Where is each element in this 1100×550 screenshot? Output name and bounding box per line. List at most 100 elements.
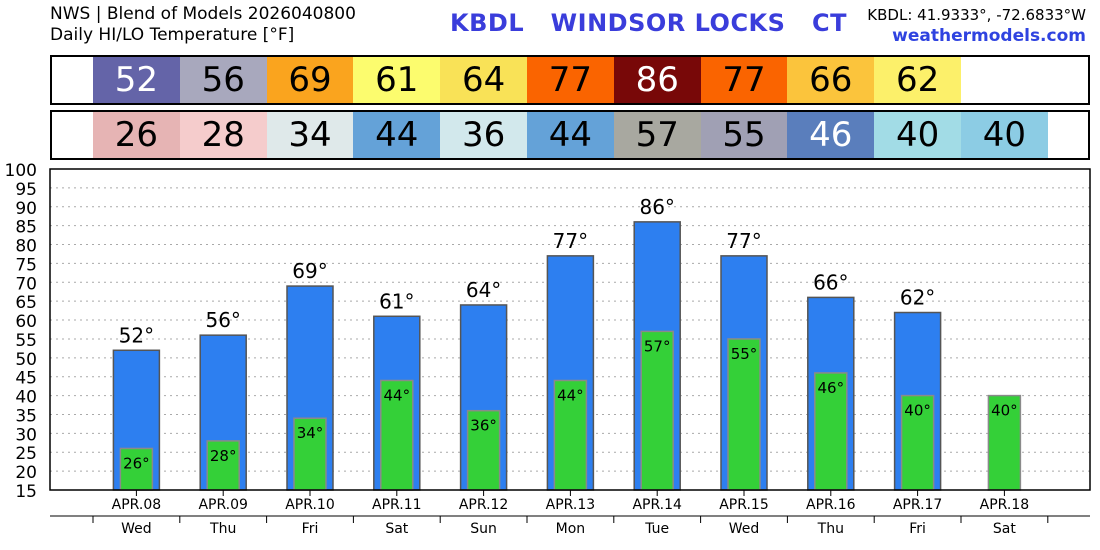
lo-strip-cell: 36 <box>440 112 527 158</box>
lo-strip-cell: 34 <box>266 112 354 158</box>
hi-strip-cell: 62 <box>874 57 961 103</box>
y-tick-label: 30 <box>15 425 37 445</box>
lo-bar <box>900 394 935 491</box>
model-run-label: NWS | Blend of Models 2026040800 <box>50 4 356 24</box>
hi-strip-cell: 77 <box>527 57 614 103</box>
y-tick-label: 25 <box>15 444 37 464</box>
hi-strip-cell: 56 <box>179 57 267 103</box>
x-weekday-label: Fri <box>909 521 926 537</box>
lo-value-label: 40° <box>991 402 1018 420</box>
y-tick-label: 90 <box>15 199 37 219</box>
y-tick-label: 80 <box>15 237 37 257</box>
hi-value-label: 56° <box>205 308 240 332</box>
y-tick-label: 15 <box>15 482 37 502</box>
hi-value-label: 86° <box>639 195 674 219</box>
y-tick-label: 95 <box>15 180 37 200</box>
x-weekday-label: Sat <box>385 521 408 537</box>
lo-value-label: 36° <box>470 417 497 435</box>
x-weekday-label: Mon <box>556 521 586 537</box>
hi-value-label: 77° <box>553 229 588 253</box>
x-tick-label: APR.17 <box>893 497 943 513</box>
x-tick-label: APR.18 <box>980 497 1030 513</box>
lo-bar <box>293 417 327 491</box>
lo-strip-cell: 26 <box>93 112 180 158</box>
y-tick-label: 70 <box>15 274 37 294</box>
x-tick-label: APR.08 <box>112 497 162 513</box>
station-coords: KBDL: 41.9333°, -72.6833°W <box>867 6 1086 24</box>
y-tick-label: 65 <box>15 293 37 313</box>
lo-strip-cell: 44 <box>353 112 441 158</box>
hi-value-label: 61° <box>379 289 414 313</box>
x-tick-label: APR.16 <box>806 497 856 513</box>
header-right: KBDL: 41.9333°, -72.6833°W weathermodels… <box>867 5 1086 47</box>
station-title: KBDL WINDSOR LOCKS CT <box>450 9 847 37</box>
y-tick-label: 55 <box>15 331 37 351</box>
x-tick-label: APR.13 <box>546 497 596 513</box>
lo-value-label: 26° <box>123 454 150 472</box>
x-weekday-label: Thu <box>209 521 236 537</box>
hi-strip-cell: 69 <box>266 57 354 103</box>
hi-strip-cell: 64 <box>440 57 527 103</box>
y-tick-label: 100 <box>5 161 37 181</box>
hi-value-label: 62° <box>900 286 935 310</box>
x-tick-label: APR.12 <box>459 497 509 513</box>
lo-temperature-strip: 26 28 34 44 36 44 57 55 46 40 40 <box>50 110 1090 160</box>
x-tick-label: APR.10 <box>285 497 335 513</box>
hi-value-label: 69° <box>292 259 327 283</box>
y-tick-label: 35 <box>15 406 37 426</box>
lo-bar <box>553 379 588 491</box>
hi-strip-cell: 52 <box>93 57 180 103</box>
lo-strip-cell: 40 <box>961 112 1048 158</box>
lo-value-label: 40° <box>904 402 931 420</box>
hi-strip-cell: 77 <box>700 57 788 103</box>
hi-value-label: 77° <box>726 229 761 253</box>
lo-bar <box>380 379 414 491</box>
x-weekday-label: Wed <box>121 521 152 537</box>
y-tick-label: 60 <box>15 312 37 332</box>
hi-value-label: 66° <box>813 270 848 294</box>
hi-value-label: 52° <box>119 323 154 347</box>
lo-bar <box>640 330 674 491</box>
hi-temperature-strip: 52 56 69 61 64 77 86 77 66 62 <box>50 55 1090 105</box>
x-weekday-label: Tue <box>644 521 669 537</box>
lo-bar <box>727 338 761 491</box>
lo-value-label: 46° <box>818 379 845 397</box>
hi-strip-cell: 66 <box>787 57 875 103</box>
lo-strip-cell: 40 <box>874 112 961 158</box>
y-tick-label: 20 <box>15 463 37 483</box>
lo-bar <box>206 440 240 491</box>
lo-value-label: 57° <box>644 337 671 355</box>
lo-value-label: 44° <box>384 386 411 404</box>
lo-strip-cell: 55 <box>700 112 788 158</box>
lo-strip-cell: 44 <box>527 112 614 158</box>
hi-value-label: 64° <box>466 278 501 302</box>
x-weekday-label: Sat <box>993 521 1016 537</box>
lo-strip-cell: 57 <box>613 112 701 158</box>
plot-frame <box>49 168 1091 491</box>
header-info: NWS | Blend of Models 2026040800 Daily H… <box>50 4 356 46</box>
x-weekday-label: Fri <box>302 521 319 537</box>
lo-value-label: 44° <box>557 386 584 404</box>
lo-strip-cell: 28 <box>179 112 267 158</box>
lo-bar <box>119 447 154 491</box>
y-tick-label: 75 <box>15 255 37 275</box>
lo-value-label: 55° <box>731 345 758 363</box>
lo-strip-cell: 46 <box>787 112 875 158</box>
x-tick-label: APR.15 <box>719 497 769 513</box>
site-link[interactable]: weathermodels.com <box>892 26 1086 46</box>
lo-value-label: 34° <box>297 424 324 442</box>
y-tick-label: 85 <box>15 218 37 238</box>
lo-value-label: 28° <box>210 447 237 465</box>
x-weekday-label: Wed <box>729 521 760 537</box>
chart-subtitle: Daily HI/LO Temperature [°F] <box>50 25 295 45</box>
hi-strip-cell: 86 <box>613 57 701 103</box>
x-weekday-label: Sun <box>470 521 497 537</box>
y-tick-label: 40 <box>15 388 37 408</box>
hi-strip-cell: 61 <box>353 57 441 103</box>
lo-bar <box>987 394 1022 491</box>
x-tick-label: APR.09 <box>198 497 248 513</box>
x-weekday-label: Thu <box>817 521 844 537</box>
x-tick-label: APR.11 <box>372 497 422 513</box>
y-tick-label: 45 <box>15 369 37 389</box>
